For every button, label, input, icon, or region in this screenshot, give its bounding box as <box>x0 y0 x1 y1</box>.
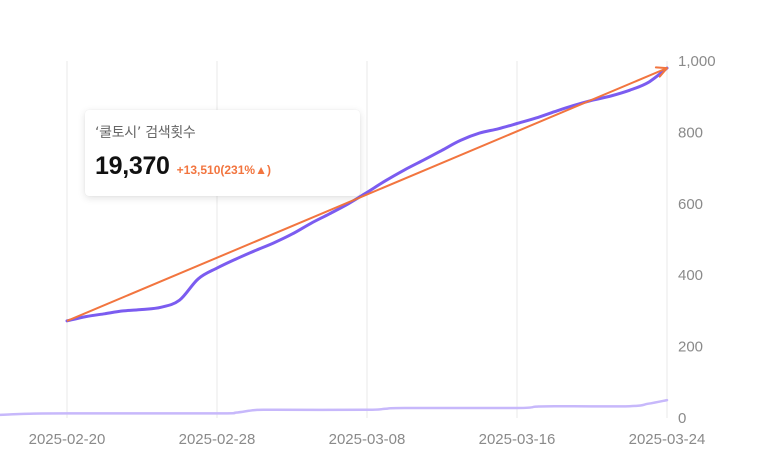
secondary-series-line <box>0 398 669 417</box>
y-tick-label: 0 <box>678 410 686 427</box>
y-axis-ticks: 0 200 400 600 800 1,000 <box>678 53 716 427</box>
x-tick-label: 2025-03-08 <box>329 431 406 448</box>
y-tick-label: 400 <box>678 267 703 284</box>
y-tick-label: 800 <box>678 124 703 141</box>
x-tick-label: 2025-02-20 <box>29 431 106 448</box>
x-tick-label: 2025-03-16 <box>479 431 556 448</box>
y-tick-label: 600 <box>678 196 703 213</box>
tooltip-change: +13,510(231%▲) <box>176 163 271 177</box>
trend-layer <box>66 66 668 322</box>
series-layer <box>0 66 669 417</box>
tooltip-title: ‘쿨토시’ 검색횟수 <box>95 125 196 141</box>
tooltip-value: 19,370 <box>95 152 170 180</box>
y-tick-label: 1,000 <box>678 53 716 70</box>
x-tick-label: 2025-03-24 <box>629 431 706 448</box>
x-axis-ticks: 2025-02-20 2025-02-28 2025-03-08 2025-03-16… <box>29 431 706 448</box>
x-tick-label: 2025-02-28 <box>179 431 256 448</box>
trend-arrow <box>66 66 668 322</box>
tooltip-row: 19,370 +13,510(231%▲) <box>95 152 350 181</box>
y-tick-label: 200 <box>678 339 703 356</box>
main-series-line <box>65 66 669 323</box>
tooltip-card: ‘쿨토시’ 검색횟수 19,370 +13,510(231%▲) <box>85 110 360 196</box>
